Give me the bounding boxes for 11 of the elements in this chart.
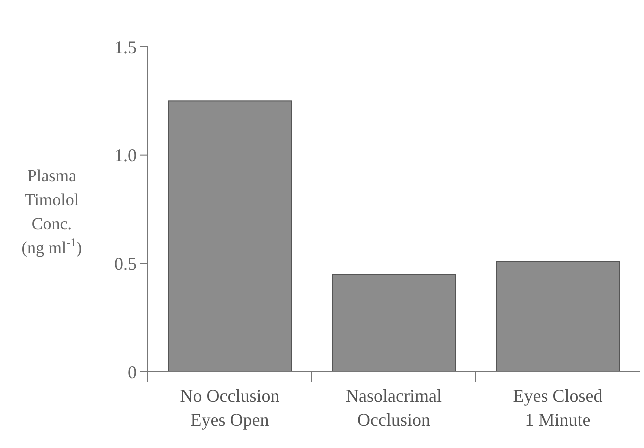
bar [168,100,292,372]
bar [332,274,456,372]
y-tick-label: 0 [128,362,137,382]
y-tick-label: 1.0 [114,146,137,166]
x-tick-label: Nasolacrimal Occlusion [346,386,442,430]
y-axis-title: Plasma Timolol Conc. (ng ml$^{-1}$) [22,166,82,258]
y-tick-label: 1.5 [114,37,137,58]
x-tick-label: Eyes Closed 1 Minute [513,386,603,430]
bar [496,261,620,372]
x-tick-label: No Occlusion Eyes Open [180,386,280,430]
y-tick-label: 0.5 [114,254,137,274]
